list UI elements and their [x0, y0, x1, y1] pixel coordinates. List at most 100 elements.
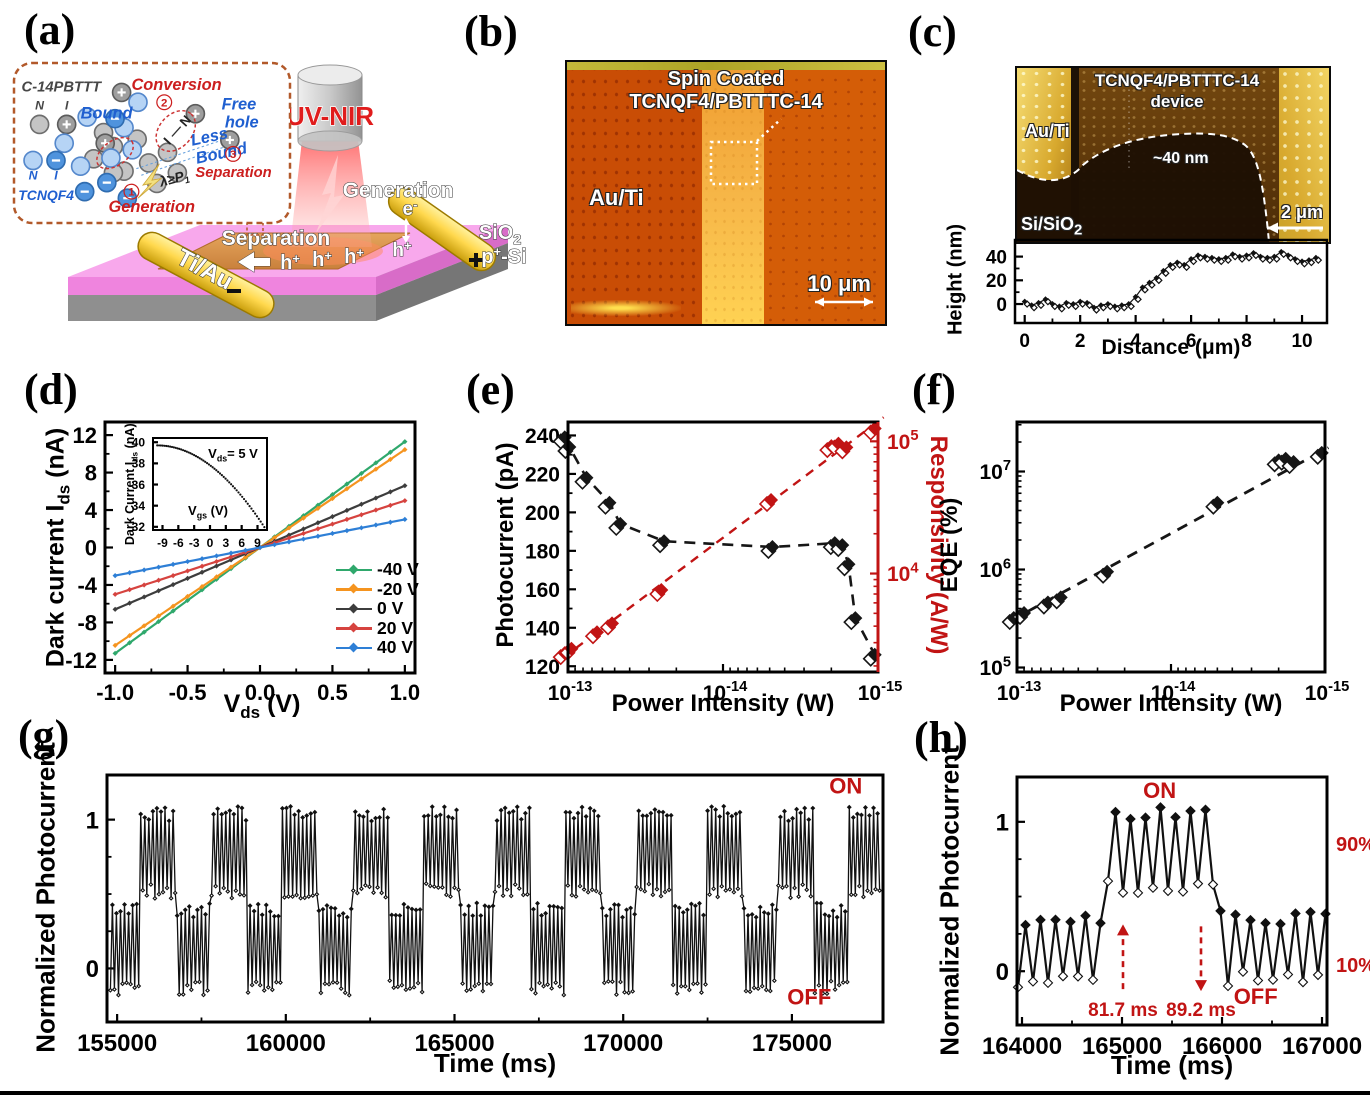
- svg-text:165000: 165000: [414, 1030, 494, 1057]
- legend-item: 40 V: [336, 637, 419, 658]
- channel-region: [702, 62, 764, 324]
- photocurrent-responsivity-chart: 10-13 10-14 10-151201401601802002202401041…: [525, 416, 919, 705]
- psi-label: p+-Si: [481, 244, 526, 268]
- svg-text:0.0: 0.0: [245, 680, 276, 705]
- svg-text:40: 40: [132, 436, 146, 450]
- svg-text:120: 120: [525, 656, 560, 679]
- photon-bolt-icon: [137, 163, 163, 199]
- svg-text:-4: -4: [77, 573, 97, 598]
- svg-text:10: 10: [1291, 331, 1312, 352]
- scale-label: 10 μm: [807, 271, 871, 296]
- svg-text:2: 2: [1075, 331, 1086, 352]
- bound-label: Bound: [81, 105, 134, 123]
- svg-text:10-13: 10-13: [997, 679, 1042, 705]
- svg-text:0: 0: [996, 295, 1007, 316]
- generation-label: Generation: [108, 198, 195, 216]
- selection-box: [709, 140, 759, 186]
- panel-label-d: (d): [24, 365, 78, 414]
- d-inset-note: Vds= 5 V: [208, 446, 258, 464]
- svg-text:167000: 167000: [1282, 1033, 1362, 1060]
- e-xlabel: Power Intensity (W): [611, 690, 835, 717]
- svg-text:0: 0: [1019, 331, 1030, 352]
- right-electrode-region: [764, 62, 885, 324]
- legend-swatch: [336, 642, 372, 652]
- svg-text:240: 240: [525, 425, 560, 448]
- conversion-ellipse: [155, 109, 197, 152]
- svg-text:32: 32: [132, 520, 146, 534]
- conversion-label: Conversion: [131, 76, 221, 94]
- micrograph-title-1: Spin Coated: [667, 68, 785, 90]
- svg-text:0: 0: [207, 536, 214, 550]
- d-ylabel: Dark current Ids (nA): [41, 427, 74, 668]
- svg-text:3: 3: [222, 536, 229, 550]
- svg-text:81.7 ms: 81.7 ms: [1088, 1000, 1158, 1021]
- svg-text:10-15: 10-15: [858, 679, 903, 705]
- neutral-label: N: [35, 99, 45, 113]
- e-ylabel-left: Photocurrent (pA): [492, 442, 519, 648]
- hole-label: h+: [280, 251, 300, 274]
- svg-text:4: 4: [1130, 331, 1141, 352]
- acceptor-n-label: N: [29, 168, 39, 182]
- legend-item: -20 V: [336, 579, 419, 600]
- svg-text:-1.0: -1.0: [96, 680, 134, 705]
- optical-micrograph: Spin Coated TCNQF4/PBTTTC-14 Au/Ti 10 μm: [565, 60, 887, 326]
- svg-text:160000: 160000: [246, 1030, 326, 1057]
- free-label: Free: [222, 96, 257, 114]
- svg-text:180: 180: [525, 540, 560, 563]
- left-electrode: [137, 231, 275, 319]
- legend-swatch: [336, 622, 372, 633]
- f-ylabel: EQE (%): [936, 497, 963, 593]
- hole-word-label: hole: [225, 114, 259, 132]
- legend-swatch: [336, 583, 372, 594]
- afm-title-1: TCNQF4/PBTTTC-14: [1094, 71, 1260, 90]
- svg-text:20: 20: [986, 271, 1007, 292]
- electron-label: e-: [403, 197, 418, 220]
- svg-text:36: 36: [132, 478, 146, 492]
- svg-text:0: 0: [86, 956, 99, 983]
- svg-text:105: 105: [887, 428, 919, 454]
- svg-text:104: 104: [887, 560, 919, 586]
- d-inset-xlabel: Vgs (V): [188, 503, 228, 521]
- svg-text:-3: -3: [189, 536, 200, 550]
- right-electrode: [387, 186, 497, 272]
- legend-swatch: [336, 564, 372, 574]
- hole-label: h+: [392, 238, 412, 261]
- svg-text:160: 160: [525, 579, 560, 602]
- svg-text:OFF: OFF: [787, 985, 831, 1010]
- svg-text:164000: 164000: [982, 1033, 1062, 1060]
- svg-text:-8: -8: [77, 610, 97, 635]
- svg-text:2: 2: [161, 97, 167, 109]
- svg-text:OFF: OFF: [1234, 984, 1278, 1009]
- d-xlabel: Vds (V): [223, 690, 301, 722]
- svg-text:10-13: 10-13: [548, 679, 593, 705]
- legend-item: -40 V: [336, 559, 419, 580]
- svg-text:140: 140: [525, 617, 560, 640]
- d-inset-ylabel: Dark Current Ids (nA): [122, 423, 140, 546]
- svg-text:10%: 10%: [1336, 955, 1370, 977]
- separation-device-label: Separation: [222, 227, 331, 250]
- left-arrow-icon: [237, 251, 271, 273]
- uv-nir-source: UV-NIR: [285, 64, 375, 247]
- sio2-label: SiO2: [479, 222, 521, 247]
- svg-text:155000: 155000: [77, 1030, 157, 1057]
- svg-text:-0.5: -0.5: [169, 680, 207, 705]
- separation-label: Separation: [195, 165, 271, 181]
- svg-text:175000: 175000: [752, 1030, 832, 1057]
- svg-text:89.2 ms: 89.2 ms: [1166, 1000, 1236, 1021]
- svg-text:1: 1: [996, 809, 1009, 836]
- c-profile-xlabel: Distance (μm): [1101, 336, 1241, 359]
- lambda-condition-label: λ≥P1: [157, 166, 191, 192]
- svg-text:105: 105: [979, 654, 1011, 680]
- svg-text:0: 0: [996, 959, 1009, 986]
- device-schematic: UV-NIR Ti/Au Separation h+ h+ h+ Generat…: [12, 61, 527, 321]
- svg-text:165000: 165000: [1082, 1033, 1162, 1060]
- plus-terminal-icon: [469, 253, 483, 267]
- electrode-label: Au/Ti: [589, 185, 644, 210]
- panel-label-c: (c): [908, 7, 957, 56]
- h-ylabel: Normalized Photocurrent: [934, 745, 965, 1056]
- panel-label-e: (e): [466, 365, 515, 414]
- svg-text:200: 200: [525, 502, 560, 525]
- g-xlabel: Time (ms): [433, 1048, 557, 1078]
- svg-text:-6: -6: [173, 536, 184, 550]
- hole-label: h+: [344, 245, 364, 268]
